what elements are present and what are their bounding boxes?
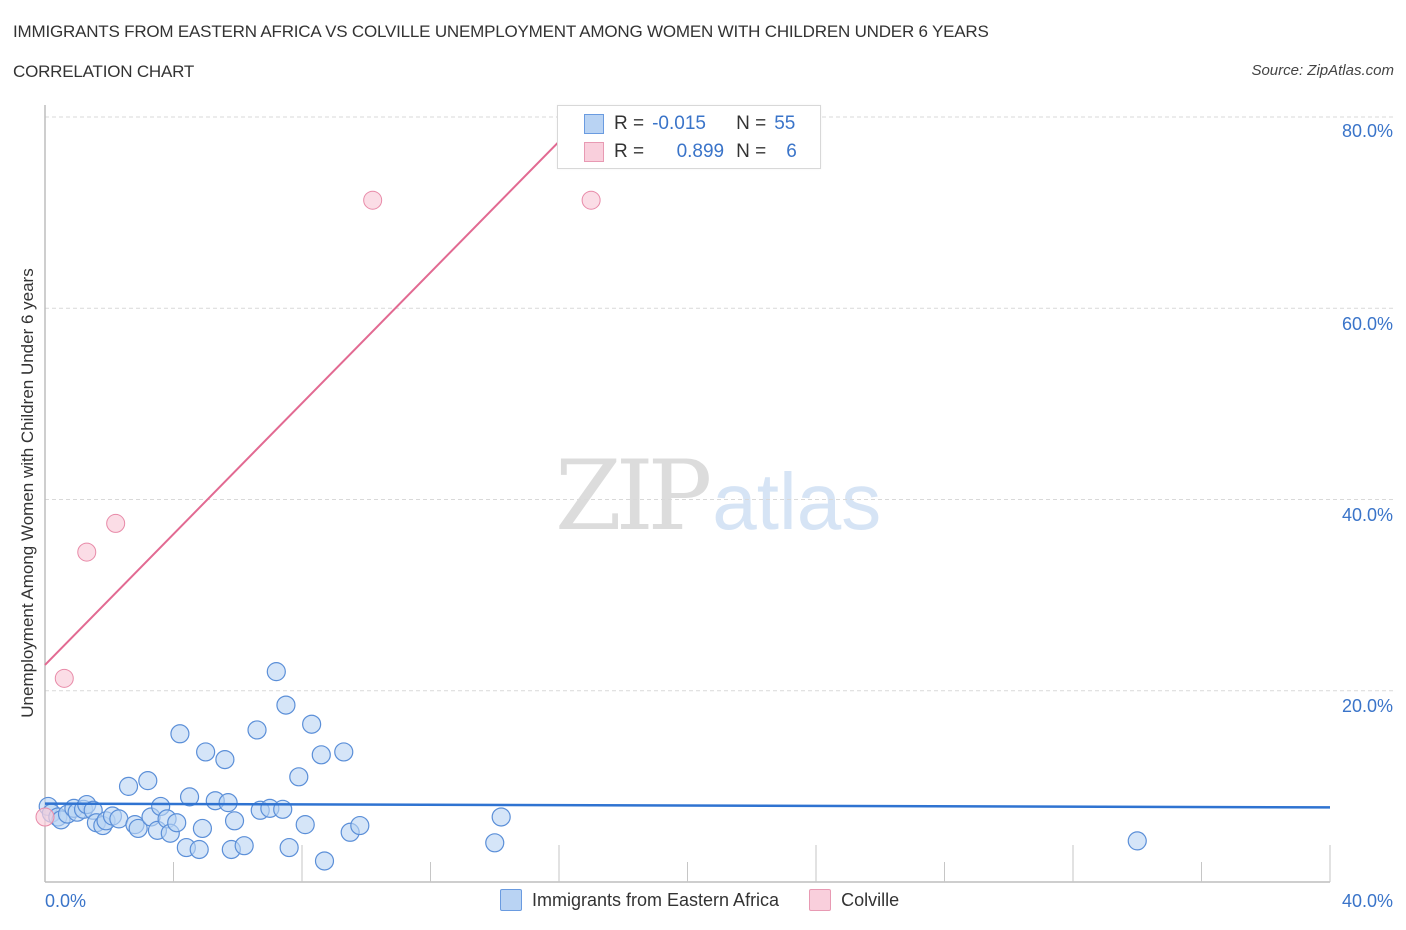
data-point: [224, 811, 245, 831]
watermark-atlas: atlas: [712, 457, 882, 546]
trendlines: [44, 116, 1331, 809]
r-value: -0.015: [652, 113, 706, 134]
y-tick-80: 80.0%: [1341, 121, 1393, 141]
trendline-colville: [44, 116, 584, 666]
n-label: N =: [736, 113, 767, 134]
data-point: [485, 833, 505, 853]
source-label: Source: ZipAtlas.com: [1251, 62, 1394, 79]
n-value: 6: [786, 141, 797, 162]
series-legend: Immigrants from Eastern Africa Colville: [500, 889, 929, 911]
blue-swatch-icon: [584, 114, 604, 134]
legend-label: Colville: [841, 889, 900, 910]
data-point: [363, 190, 383, 210]
data-point: [350, 815, 370, 836]
legend-item-colville[interactable]: Colville: [809, 889, 899, 911]
data-point: [334, 742, 354, 762]
data-point: [167, 813, 187, 833]
y-tick-20: 20.0%: [1341, 696, 1393, 716]
data-point: [273, 799, 293, 819]
series-eastern-africa-points: [38, 662, 1147, 871]
blue-swatch-icon: [500, 889, 522, 911]
x-tick-0: 0.0%: [45, 891, 87, 911]
n-label: N =: [736, 141, 767, 162]
data-point: [196, 742, 216, 762]
legend-label: Immigrants from Eastern Africa: [532, 889, 780, 910]
stats-row-eastern-africa: R = -0.015 N = 55: [584, 111, 795, 137]
r-value: 0.899: [676, 141, 725, 162]
gridlines: [45, 116, 1395, 692]
data-point: [109, 809, 129, 829]
data-point: [266, 662, 286, 682]
data-point: [295, 815, 315, 835]
chart-subtitle: CORRELATION CHART: [13, 62, 195, 81]
data-point: [234, 836, 254, 856]
y-axis-label: Unemployment Among Women with Children U…: [18, 268, 37, 718]
data-point: [77, 542, 97, 562]
r-label: R =: [614, 113, 645, 134]
stats-legend: R = -0.015 N = 55 R = 0.899 N = 6: [557, 105, 821, 169]
trendline-eastern-africa: [44, 802, 1331, 809]
data-point: [128, 818, 148, 839]
stats-row-colville: R = 0.899 N = 6: [584, 139, 797, 165]
x-tick-40: 40.0%: [1341, 891, 1393, 911]
data-point: [247, 720, 267, 740]
data-point: [138, 771, 158, 791]
series-colville-points: [35, 190, 601, 827]
data-point: [311, 745, 331, 765]
data-point: [581, 190, 601, 210]
data-point: [218, 793, 238, 813]
data-point: [279, 837, 299, 858]
data-point: [491, 807, 511, 827]
n-value: 55: [774, 113, 796, 134]
data-point: [302, 714, 322, 734]
data-point: [179, 787, 200, 807]
data-point: [170, 724, 190, 744]
zipatlas-watermark: ZIPatlas: [555, 440, 881, 552]
data-point: [215, 749, 235, 770]
data-point: [118, 776, 139, 796]
pink-swatch-icon: [584, 142, 604, 162]
data-point: [189, 839, 209, 860]
chart-title: IMMIGRANTS FROM EASTERN AFRICA VS COLVIL…: [13, 22, 989, 41]
data-point: [192, 818, 213, 839]
data-point: [54, 668, 74, 688]
r-label: R =: [614, 141, 645, 162]
data-point: [276, 695, 296, 715]
axes: [44, 105, 1331, 883]
y-tick-60: 60.0%: [1341, 314, 1393, 334]
data-point: [106, 513, 126, 533]
data-point: [35, 807, 55, 827]
data-point: [1127, 831, 1147, 851]
data-point: [289, 767, 309, 787]
y-tick-40: 40.0%: [1341, 505, 1393, 525]
legend-item-eastern-africa[interactable]: Immigrants from Eastern Africa: [500, 889, 779, 911]
data-point: [314, 851, 335, 871]
pink-swatch-icon: [809, 889, 832, 911]
watermark-zip: ZIP: [555, 440, 712, 552]
